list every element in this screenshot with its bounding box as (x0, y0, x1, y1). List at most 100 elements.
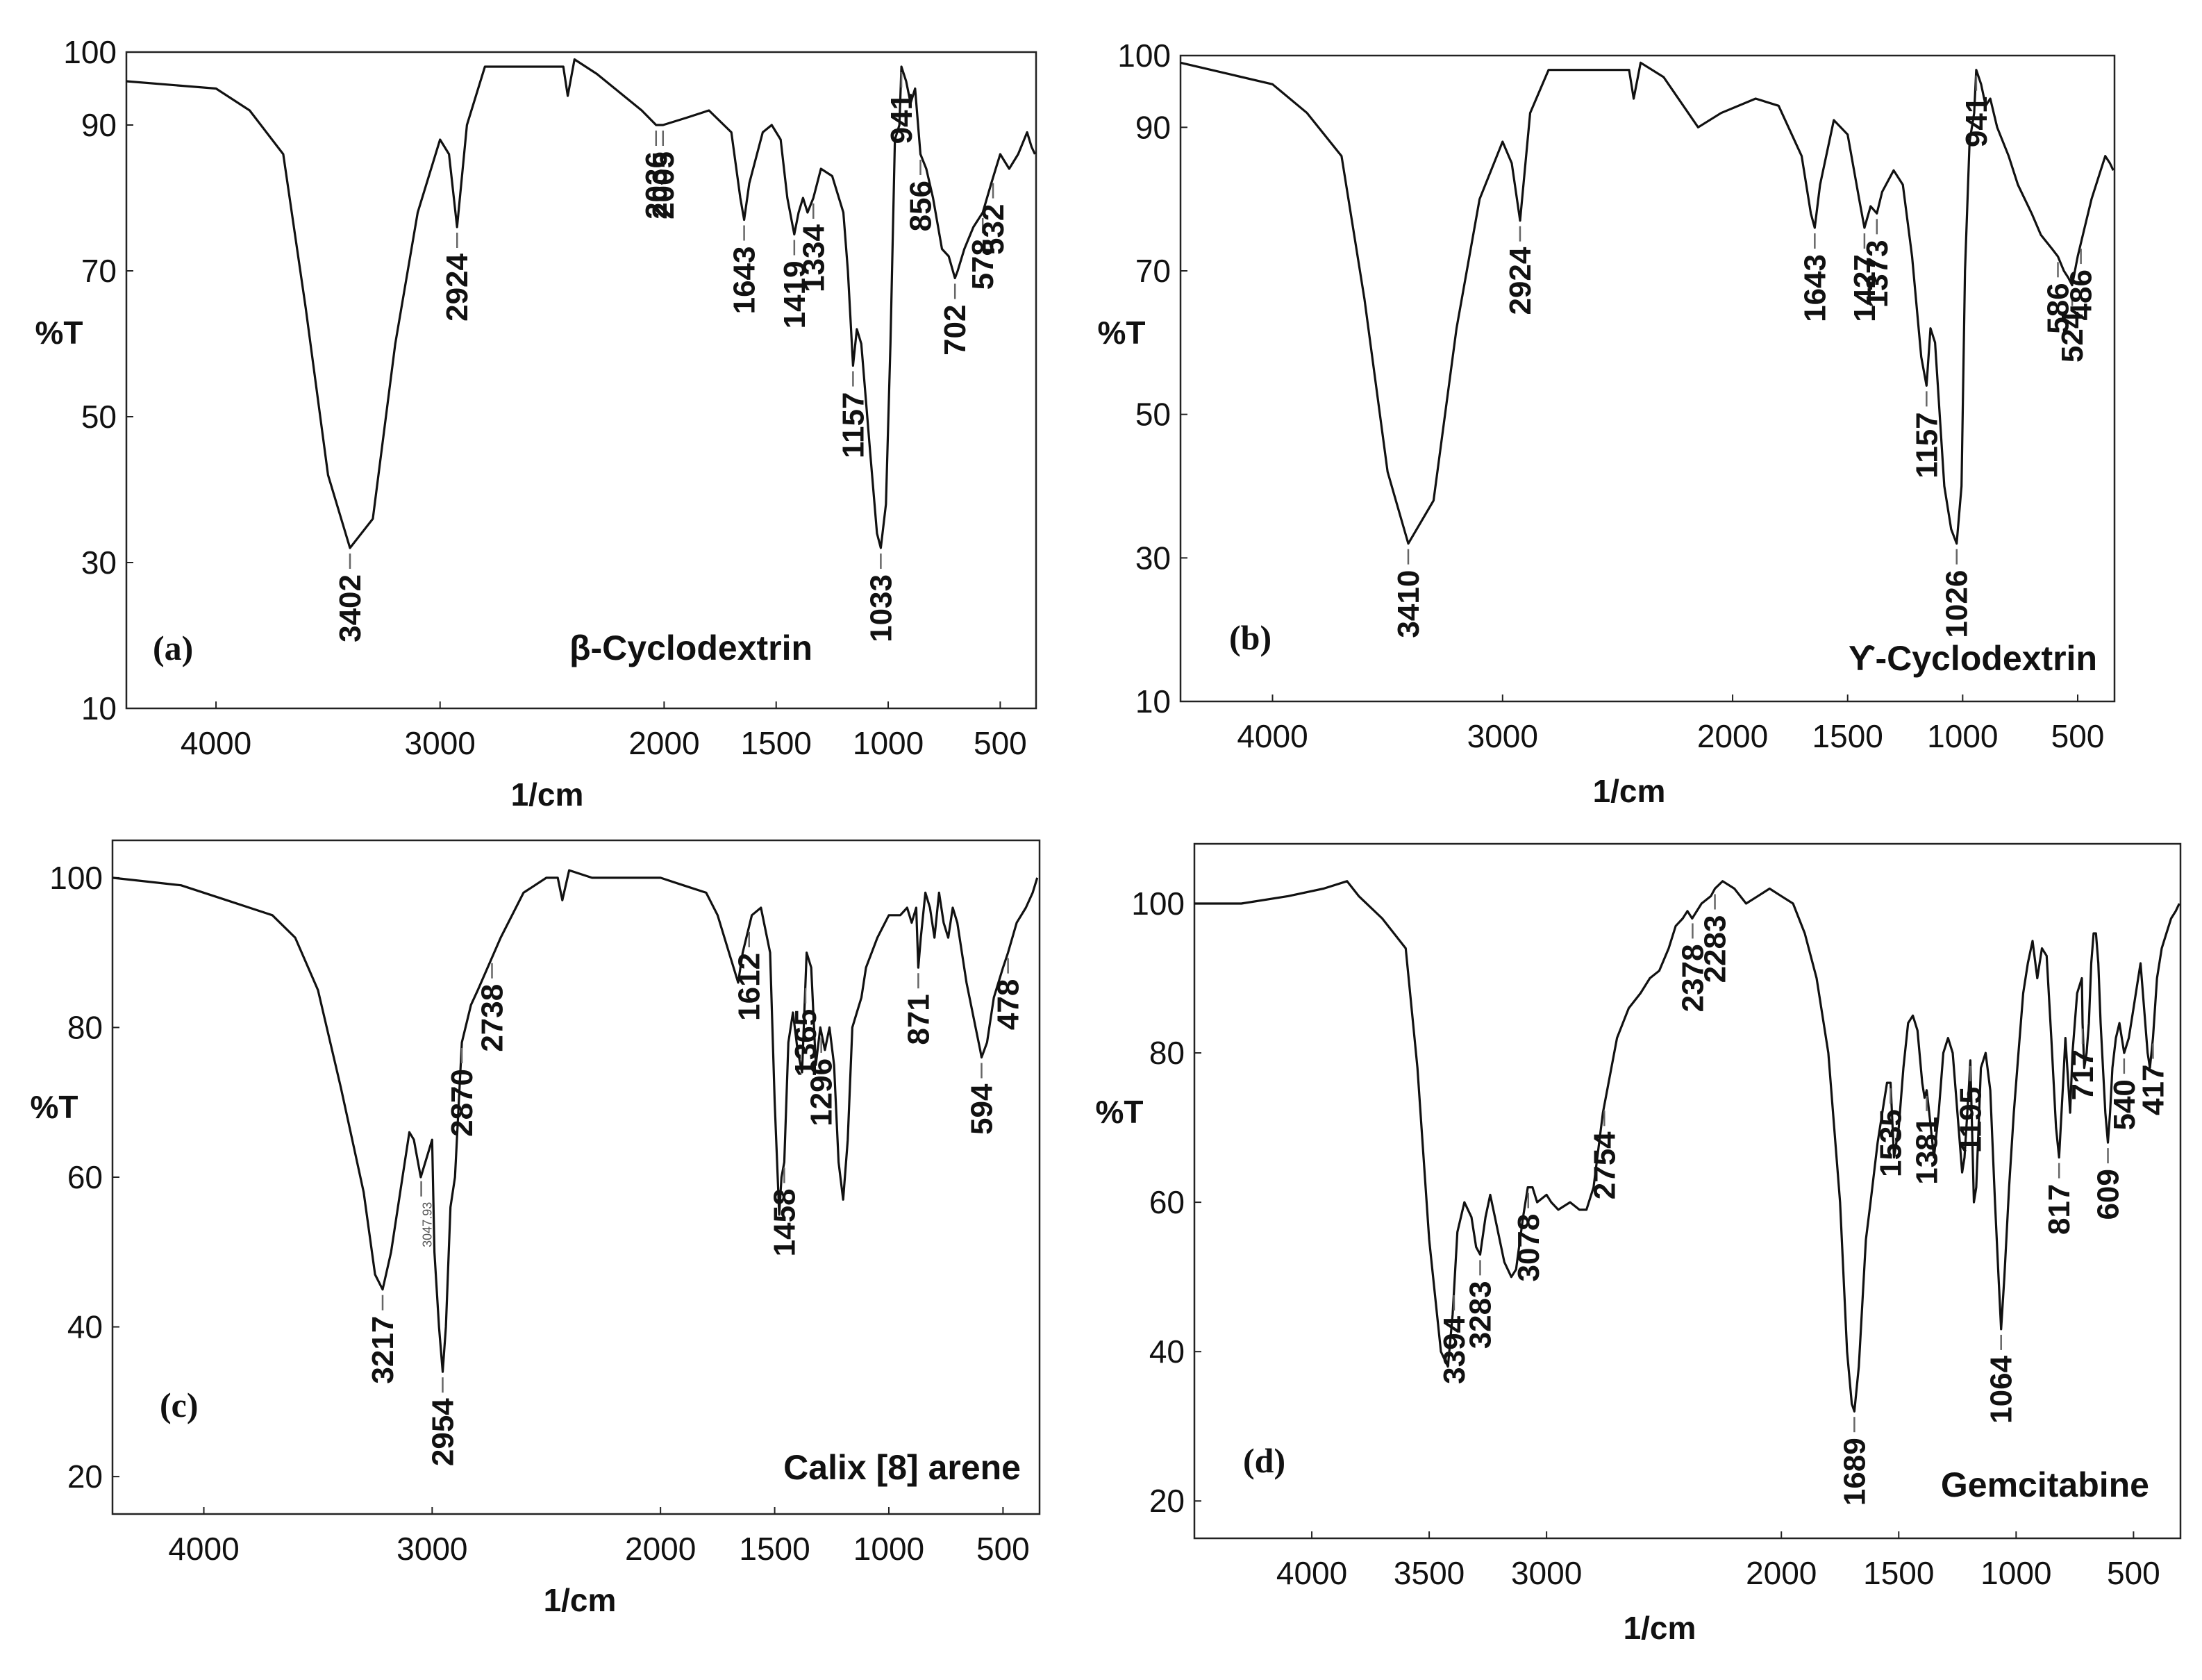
panel-d-ylabel: %T (1096, 1094, 1144, 1130)
peak-label: 532 (976, 204, 1010, 255)
peak-label: 1365 (789, 1009, 823, 1077)
peak-label: 941 (885, 93, 919, 144)
peak-label: 941 (1960, 97, 1994, 147)
peak-label: 1535 (1874, 1109, 1908, 1177)
peak-label: 1427 (1848, 254, 1882, 322)
panel-c-title: Calix [8] arene (783, 1448, 1021, 1487)
y-tick-label: 30 (1135, 540, 1171, 576)
x-tick-label: 3000 (1511, 1555, 1582, 1591)
peak-label: 2754 (1587, 1131, 1621, 1199)
panel-b-letter: (b) (1229, 618, 1271, 657)
peak-label: 2738 (475, 984, 509, 1052)
peak-label: 1064 (1985, 1355, 2019, 1423)
x-tick-label: 4000 (1237, 718, 1308, 754)
peak-label: 594 (965, 1083, 999, 1135)
y-tick-label: 60 (67, 1159, 103, 1195)
x-tick-label: 2000 (628, 725, 699, 761)
peak-label: 702 (938, 305, 972, 356)
peak-label: 2924 (440, 253, 474, 321)
peak-label: 1334 (796, 224, 831, 292)
x-tick-label: 2000 (1746, 1555, 1817, 1591)
peak-label: 586 (2042, 283, 2076, 333)
peak-label: 1612 (733, 953, 767, 1021)
peak-label: 3410 (1392, 570, 1426, 638)
y-tick-label: 50 (1135, 397, 1171, 433)
y-tick-label: 20 (67, 1458, 103, 1495)
y-tick-label: 10 (81, 690, 117, 726)
peak-label: 1381 (1910, 1117, 1944, 1185)
peak-label: 1643 (1798, 254, 1832, 322)
x-tick-label: 1000 (853, 725, 924, 761)
peak-label: 3047.93 (421, 1202, 435, 1247)
y-tick-label: 20 (1149, 1483, 1185, 1519)
x-tick-label: 1000 (1927, 718, 1998, 754)
peak-label: 1373 (1860, 240, 1894, 308)
peak-label: 540 (2108, 1079, 2142, 1130)
panel-a-xlabel: 1/cm (511, 776, 584, 813)
peak-label: 2870 (445, 1069, 479, 1137)
peak-label: 2036 (640, 151, 674, 219)
panel-d-title: Gemcitabine (1941, 1465, 2149, 1504)
peak-label: 1689 (1837, 1438, 1871, 1506)
y-tick-label: 40 (1149, 1333, 1185, 1370)
peak-label: 2378 (1676, 944, 1710, 1012)
x-tick-label: 500 (976, 1531, 1030, 1567)
panel-d-spectrum-line (1194, 880, 2180, 1413)
panel-c-y-ticks: 20 40 60 80 100 (49, 860, 119, 1495)
panel-d-xlabel: 1/cm (1624, 1610, 1696, 1646)
panel-c-ylabel: %T (31, 1089, 78, 1125)
y-tick-label: 90 (1135, 109, 1171, 145)
panel-a-x-ticks: 4000 3000 2000 1500 1000 500 (181, 701, 1027, 761)
peak-label: 2283 (1699, 915, 1733, 983)
peak-label: 871 (901, 994, 935, 1045)
y-tick-label: 70 (81, 253, 117, 289)
peak-label: 3402 (333, 574, 367, 642)
peak-label: 1195 (1953, 1087, 1987, 1153)
y-tick-label: 40 (67, 1309, 103, 1345)
x-tick-label: 1500 (1812, 718, 1883, 754)
peak-label: 1033 (864, 574, 898, 642)
x-tick-label: 2000 (625, 1531, 696, 1567)
panel-a-title: β-Cyclodextrin (569, 629, 812, 667)
peak-label: 1643 (728, 247, 762, 315)
peak-label: 1157 (1910, 412, 1944, 478)
peak-label: 1296 (805, 1058, 839, 1126)
peak-label: 1026 (1940, 570, 1974, 638)
panel-b-frame (1179, 54, 2116, 703)
panel-d-y-ticks: 20 40 60 80 100 (1131, 885, 1201, 1519)
peak-label: 524 (2055, 311, 2090, 363)
peak-label: 2924 (1503, 247, 1537, 315)
y-tick-label: 50 (81, 399, 117, 435)
x-tick-label: 3000 (405, 725, 476, 761)
peak-label: 1419 (778, 261, 812, 329)
y-tick-label: 80 (1149, 1035, 1185, 1071)
panel-c-x-ticks: 4000 3000 2000 1500 1000 500 (168, 1507, 1030, 1567)
panel-c-letter: (c) (160, 1386, 199, 1424)
x-tick-label: 500 (974, 725, 1027, 761)
x-tick-label: 3000 (397, 1531, 467, 1567)
peak-label: 717 (2066, 1049, 2100, 1100)
peak-label: 1157 (836, 392, 870, 458)
x-tick-label: 1500 (741, 725, 812, 761)
x-tick-label: 1500 (1863, 1555, 1934, 1591)
panel-a-spectrum-line (126, 58, 1036, 549)
peak-label: 578 (966, 239, 1000, 290)
peak-label: 3283 (1463, 1281, 1497, 1349)
x-tick-label: 4000 (181, 725, 251, 761)
panel-d-letter: (d) (1243, 1441, 1285, 1480)
y-tick-label: 100 (63, 34, 117, 70)
y-tick-label: 10 (1135, 683, 1171, 720)
x-tick-label: 2000 (1697, 718, 1768, 754)
y-tick-label: 80 (67, 1009, 103, 1045)
panel-d-x-ticks: 4000 3500 3000 2000 1500 1000 500 (1276, 1531, 2160, 1591)
panel-a-frame (125, 51, 1037, 710)
panel-a-beta-cyclodextrin: 10 30 50 70 90 100 4000 3000 2000 1500 1000 500 34… (35, 34, 1037, 813)
y-tick-label: 90 (81, 107, 117, 143)
peak-label: 478 (992, 979, 1026, 1030)
x-tick-label: 4000 (168, 1531, 239, 1567)
panel-c-spectrum-line (112, 869, 1039, 1373)
